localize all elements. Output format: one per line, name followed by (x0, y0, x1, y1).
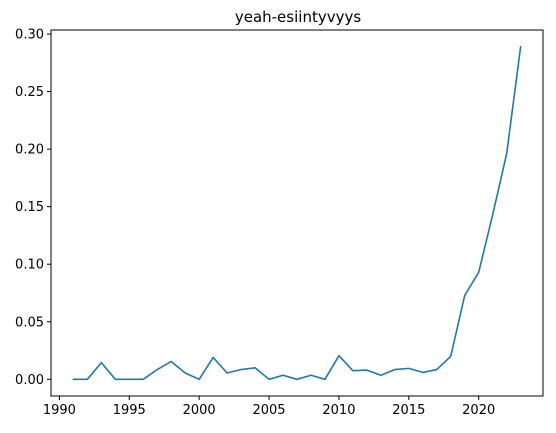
x-tick-label: 2005 (252, 403, 285, 418)
x-tick-label: 2020 (462, 403, 495, 418)
x-tick-label: 2010 (322, 403, 355, 418)
y-tick-label: 0.05 (15, 315, 44, 330)
x-tick-label: 2015 (392, 403, 425, 418)
y-tick-label: 0.20 (15, 143, 44, 158)
y-tick-label: 0.15 (15, 200, 44, 215)
plot-area: 1990 1995 2000 2005 2010 2015 2020 0.00 0.05 0.10… (15, 28, 544, 418)
x-tick-label: 1990 (43, 403, 76, 418)
chart-title: yeah-esiintyvyys (235, 8, 361, 26)
series-line (72, 45, 522, 381)
y-tick-label: 0.10 (15, 258, 44, 273)
y-tick-label: 0.25 (15, 85, 44, 100)
plot-frame (50, 29, 544, 397)
y-tick-label: 0.00 (15, 373, 44, 388)
y-tick-label: 0.30 (15, 28, 44, 43)
x-tick-label: 2000 (183, 403, 216, 418)
x-tick-label: 1995 (113, 403, 146, 418)
